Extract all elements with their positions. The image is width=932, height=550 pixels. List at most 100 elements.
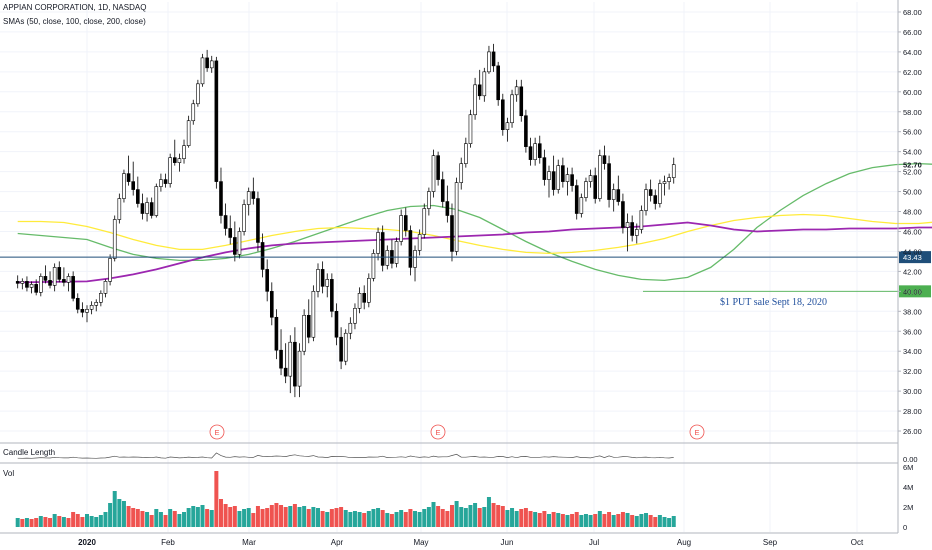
candle-body: [34, 284, 38, 293]
candle-body: [306, 314, 311, 338]
volume-bar: [542, 511, 547, 527]
x-tick-label: Jul: [589, 538, 599, 547]
candle-body: [519, 86, 524, 117]
volume-bar: [510, 508, 515, 527]
candle-body: [547, 171, 551, 180]
price-tick-label: 50.00: [903, 188, 922, 197]
candle-body: [186, 120, 191, 146]
price-tick-label: 40.00: [903, 287, 922, 296]
volume-bar: [75, 514, 80, 527]
volume-bar: [325, 512, 330, 527]
candle-body: [487, 51, 491, 73]
volume-bar: [380, 510, 385, 527]
candle-body: [459, 163, 464, 183]
candle-body: [177, 158, 182, 163]
volume-bar: [583, 514, 588, 527]
volume-bar: [500, 506, 505, 527]
candle-body: [163, 179, 168, 184]
volume-bar: [135, 509, 140, 527]
candle-body: [454, 182, 459, 252]
volume-bar: [186, 508, 191, 527]
volume-bar: [260, 509, 265, 527]
candle-body: [219, 181, 223, 216]
volume-bar: [302, 506, 307, 527]
candle-body: [288, 341, 293, 377]
volume-bar: [403, 512, 408, 527]
volume-bar: [376, 508, 381, 527]
x-tick-label: May: [413, 538, 428, 547]
candle-body: [422, 208, 427, 235]
volume-bar: [103, 512, 108, 527]
price-tick-label: 36.00: [903, 327, 922, 336]
price-tick-label: 28.00: [903, 407, 922, 416]
volume-bar: [279, 505, 284, 527]
volume-bar: [255, 506, 260, 527]
x-tick-label: Mar: [242, 538, 256, 547]
volume-bar: [140, 511, 145, 527]
earnings-marker: [689, 424, 705, 440]
candle-body: [634, 229, 639, 236]
price-tick-label: 48.00: [903, 208, 922, 217]
candle-body: [607, 163, 611, 200]
horizontal-levels: 43.43 40.00 52.70: [0, 161, 931, 298]
sma-line: [17, 221, 932, 284]
candle-body: [126, 173, 131, 182]
volume-bar: [200, 505, 205, 527]
candle-length-line: [17, 452, 674, 459]
volume-bar: [459, 507, 464, 527]
candle-body: [25, 281, 29, 288]
price-axis: 26.00 28.00 30.00 32.00 34.00 36.00 38.00 40.00…: [897, 0, 922, 533]
candle-body: [440, 179, 445, 202]
sma-line: [17, 162, 932, 282]
volume-bar: [408, 509, 413, 527]
volume-bar: [477, 508, 482, 527]
price-tick-label: 54.00: [903, 148, 922, 157]
volume-bar: [38, 516, 43, 527]
candle-body: [233, 237, 237, 255]
earnings-letter: E: [435, 428, 440, 437]
candle-body: [353, 308, 357, 324]
volume-label: Vol: [3, 469, 15, 478]
candle-body: [602, 155, 607, 164]
candle-body: [200, 57, 205, 85]
volume-tick-label: 6M: [903, 463, 913, 472]
candle-body: [403, 215, 408, 231]
candle-body: [542, 157, 547, 180]
price-tick-label: 52.00: [903, 168, 922, 177]
volume-bar: [417, 512, 422, 527]
candle-body: [159, 179, 163, 187]
candle-body: [20, 281, 25, 284]
price-tick-label: 68.00: [903, 8, 922, 17]
candle-body: [362, 293, 367, 303]
volume-bar: [579, 515, 584, 527]
volume-bar: [648, 515, 653, 527]
candle-body: [149, 202, 154, 216]
candle-length-label: Candle Length: [3, 448, 56, 457]
candle-body: [505, 122, 510, 131]
candle-body: [228, 228, 233, 238]
volume-bar: [667, 518, 672, 527]
candles: [15, 43, 676, 398]
candle-body: [246, 191, 251, 205]
volume-bar: [588, 515, 593, 527]
candle-body: [316, 269, 320, 292]
volume-bar: [343, 510, 348, 527]
earnings-letter: E: [214, 428, 219, 437]
candle-body: [343, 332, 348, 362]
candle-body: [131, 181, 135, 190]
candle-body: [122, 173, 126, 199]
volume-bar: [422, 509, 427, 527]
candle-body: [334, 310, 339, 338]
candle-body: [209, 60, 214, 69]
volume-bar: [29, 519, 34, 527]
candle-body: [394, 241, 399, 264]
volume-bar: [61, 517, 66, 527]
price-tick-label: 58.00: [903, 108, 922, 117]
price-tick-label: 64.00: [903, 48, 922, 57]
candle-body: [205, 57, 209, 69]
candle-body: [561, 165, 565, 182]
volume-bar: [528, 511, 533, 527]
candle-body: [514, 86, 519, 96]
